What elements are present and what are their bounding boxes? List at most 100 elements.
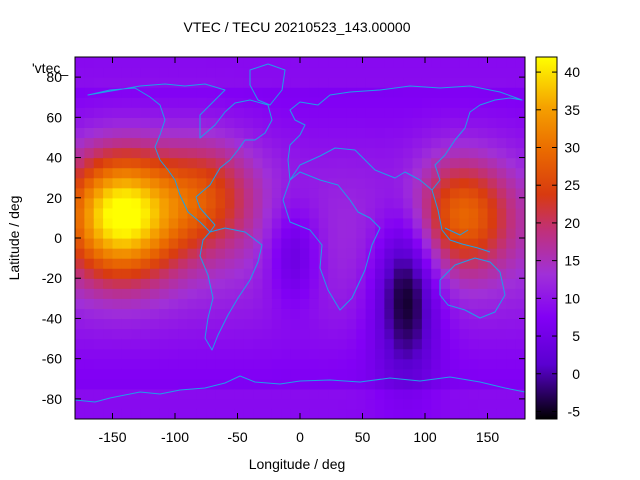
heatmap-cell [450,398,460,410]
heatmap-cell [262,298,273,309]
heatmap-cell [112,227,123,239]
heatmap-cell [515,87,525,98]
heatmap-cell [487,278,498,289]
heatmap-cell [365,57,376,68]
heatmap-cell [468,398,479,410]
heatmap-cell [262,388,273,400]
heatmap-cell [431,238,442,249]
heatmap-cell [300,288,310,299]
heatmap-cell [478,227,489,239]
colorbar-tick-label: 25 [564,177,580,193]
heatmap-cell [196,157,207,169]
heatmap-cell [243,147,254,159]
heatmap-cell [459,167,470,179]
heatmap-cell [234,318,245,330]
heatmap-cell [271,227,282,239]
heatmap-cell [365,87,376,98]
heatmap-cell [84,207,95,219]
heatmap-cell [356,127,367,139]
heatmap-cell [206,97,217,108]
heatmap-cell [459,388,470,400]
heatmap-cell [150,77,160,88]
heatmap-cell [159,147,170,159]
heatmap-cell [121,197,132,209]
heatmap-cell [103,87,114,98]
heatmap-cell [431,388,442,400]
heatmap-cell [243,408,254,419]
heatmap-cell [515,288,525,299]
heatmap-cell [215,187,226,199]
heatmap-cell [262,137,273,149]
heatmap-cell [159,318,170,330]
heatmap-cell [506,288,517,299]
heatmap-cell [121,348,132,360]
heatmap-cell [318,398,329,410]
heatmap-cell [121,97,132,108]
heatmap-cell [403,278,414,289]
heatmap-cell [496,238,507,249]
heatmap-cell [121,378,132,390]
heatmap-cell [290,318,301,330]
heatmap-cell [140,288,151,299]
heatmap-cell [393,278,404,289]
heatmap-cell [487,308,498,320]
heatmap-cell [112,268,123,279]
heatmap-cell [440,308,451,320]
heatmap-cell [262,268,273,279]
heatmap-cell [459,278,470,289]
heatmap-cell [450,318,460,330]
heatmap-cell [140,217,151,229]
heatmap-cell [393,227,404,239]
heatmap-cell [459,137,470,149]
heatmap-cell [459,288,470,299]
heatmap-cell [168,248,179,259]
heatmap-cell [75,207,85,219]
heatmap-cell [478,348,489,360]
heatmap-cell [506,238,517,249]
heatmap-cell [196,137,207,149]
heatmap-cell [393,388,404,400]
heatmap-cell [506,398,517,410]
heatmap-cell [187,207,198,219]
heatmap-cell [112,278,123,289]
heatmap-cell [206,217,217,229]
heatmap-cell [412,157,423,169]
heatmap-cell [290,187,301,199]
heatmap-cell [365,117,376,128]
heatmap-cell [300,278,310,289]
heatmap-cell [290,268,301,279]
heatmap-cell [337,157,348,169]
heatmap-cell [206,398,217,410]
heatmap-cell [375,57,385,68]
heatmap-cell [393,288,404,299]
heatmap-cell [150,87,160,98]
heatmap-cell [309,308,320,320]
heatmap-cell [468,248,479,259]
heatmap-cell [75,197,85,209]
heatmap-cell [478,197,489,209]
heatmap-cell [450,268,460,279]
heatmap-cell [375,157,385,169]
heatmap-cell [206,107,217,118]
heatmap-cell [253,147,264,159]
heatmap-cell [178,358,189,370]
heatmap-cell [346,338,357,350]
heatmap-cell [112,207,123,219]
heatmap-cell [103,408,114,419]
heatmap-cell [131,57,142,68]
heatmap-cell [496,217,507,229]
heatmap-cell [93,147,104,159]
heatmap-cell [103,137,114,149]
heatmap-cell [75,187,85,199]
colorbar-tick-label: 35 [564,102,580,118]
heatmap-cell [178,97,189,108]
heatmap-cell [496,167,507,179]
heatmap-cell [93,288,104,299]
heatmap-cell [243,107,254,118]
heatmap-cell [271,177,282,189]
heatmap-cell [253,258,264,269]
heatmap-cell [300,388,310,400]
heatmap-cell [459,97,470,108]
heatmap-cell [450,408,460,419]
